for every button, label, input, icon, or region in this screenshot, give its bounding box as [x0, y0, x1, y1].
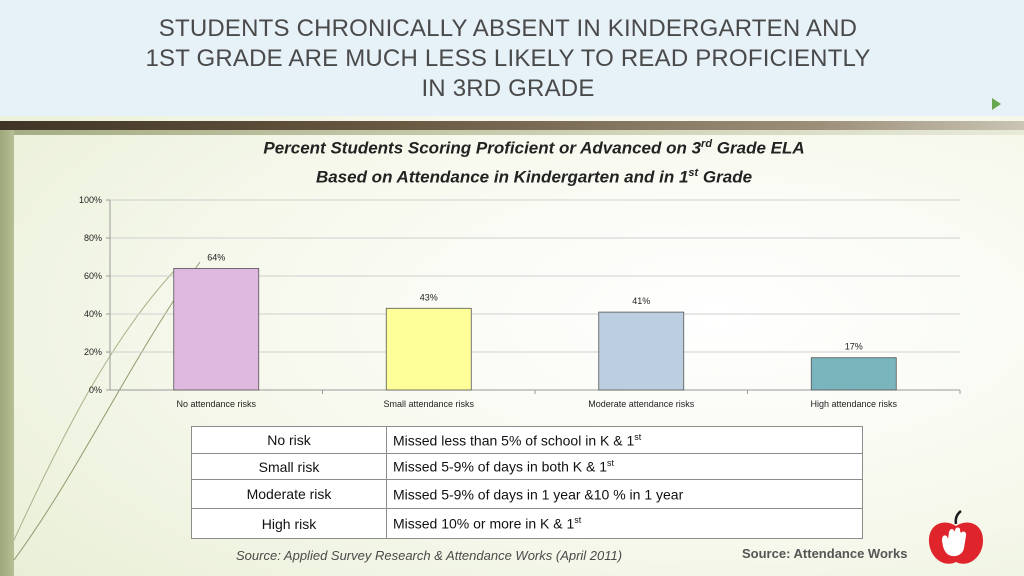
risk-description: Missed less than 5% of school in K & 1st — [386, 426, 863, 454]
risk-desc-sup: st — [607, 458, 615, 469]
table-row: Small risk Missed 5-9% of days in both K… — [191, 453, 863, 480]
chart-title-l1-sup: rd — [701, 138, 713, 150]
y-tick-label: 60% — [84, 271, 102, 281]
left-rail — [0, 130, 14, 576]
chart-title-l2-post: Grade — [698, 167, 753, 187]
divider-strip — [0, 121, 1024, 130]
y-tick-label: 100% — [79, 195, 102, 205]
chart-title-l1-post: Grade ELA — [712, 138, 805, 158]
chart-title-line-2: Based on Attendance in Kindergarten and … — [150, 161, 918, 190]
data-label: 17% — [845, 342, 863, 352]
risk-description: Missed 5-9% of days in 1 year &10 % in 1… — [386, 479, 863, 509]
divider-strip-light — [0, 130, 1024, 135]
slide-title-line-3: IN 3RD GRADE — [421, 75, 595, 102]
apple-stem — [954, 510, 962, 525]
risk-desc-text: Missed 5-9% of days in both K & 1 — [393, 458, 607, 475]
risk-description: Missed 5-9% of days in both K & 1st — [386, 453, 863, 480]
y-tick-label: 80% — [84, 233, 102, 243]
source-credit: Source: Attendance Works — [742, 546, 908, 561]
risk-level: Moderate risk — [191, 479, 387, 509]
slide-title-line-1: STUDENTS CHRONICALLY ABSENT IN KINDERGAR… — [158, 15, 858, 42]
risk-desc-sup: st — [634, 431, 642, 442]
risk-level: Small risk — [191, 453, 387, 480]
risk-description: Missed 10% or more in K & 1st — [386, 508, 863, 539]
risk-level: High risk — [191, 508, 387, 539]
data-label: 41% — [632, 296, 650, 306]
table-row: No risk Missed less than 5% of school in… — [191, 426, 863, 454]
source-citation: Source: Applied Survey Research & Attend… — [236, 548, 623, 563]
table-row: High risk Missed 10% or more in K & 1st — [191, 508, 863, 539]
risk-table: No risk Missed less than 5% of school in… — [191, 426, 863, 539]
y-tick-label: 40% — [84, 309, 102, 319]
apple-hand-icon — [928, 510, 984, 564]
slide-title: STUDENTS CHRONICALLY ABSENT IN KINDERGAR… — [110, 14, 906, 104]
chart-title: Percent Students Scoring Proficient or A… — [150, 132, 918, 189]
bar — [173, 267, 260, 391]
bar — [385, 307, 472, 391]
risk-desc-text: Missed 10% or more in K & 1 — [393, 515, 575, 532]
chart-title-l2-text: Based on Attendance in Kindergarten and … — [315, 167, 689, 187]
x-tick-label: Moderate attendance risks — [588, 399, 695, 409]
slide-title-line-2: 1ST GRADE ARE MUCH LESS LIKELY TO READ P… — [145, 45, 871, 72]
bar — [810, 357, 897, 391]
y-tick-label: 0% — [89, 385, 102, 395]
x-tick-label: High attendance risks — [810, 399, 897, 409]
chart-title-line-1: Percent Students Scoring Proficient or A… — [150, 132, 918, 161]
risk-desc-text: Missed 5-9% of days in 1 year &10 % in 1… — [393, 486, 684, 503]
x-tick-label: No attendance risks — [176, 399, 256, 409]
data-label: 64% — [207, 252, 225, 262]
table-row: Moderate risk Missed 5-9% of days in 1 y… — [191, 479, 863, 509]
y-tick-label: 20% — [84, 347, 102, 357]
hand-shape — [942, 527, 967, 557]
decorative-curves — [13, 261, 201, 561]
chart-title-l1-text: Percent Students Scoring Proficient or A… — [263, 138, 702, 158]
bar — [598, 311, 685, 391]
data-label: 43% — [420, 292, 438, 302]
chart-title-l2-sup: st — [688, 166, 699, 179]
deco-curve-2 — [13, 269, 176, 541]
deco-curve-1 — [13, 261, 201, 561]
risk-desc-text: Missed less than 5% of school in K & 1 — [393, 432, 635, 449]
header-band: STUDENTS CHRONICALLY ABSENT IN KINDERGAR… — [0, 0, 1024, 116]
risk-desc-sup: st — [574, 515, 582, 526]
x-tick-label: Small attendance risks — [383, 399, 474, 409]
risk-level: No risk — [191, 426, 387, 454]
accent-arrow-icon — [992, 98, 1001, 110]
